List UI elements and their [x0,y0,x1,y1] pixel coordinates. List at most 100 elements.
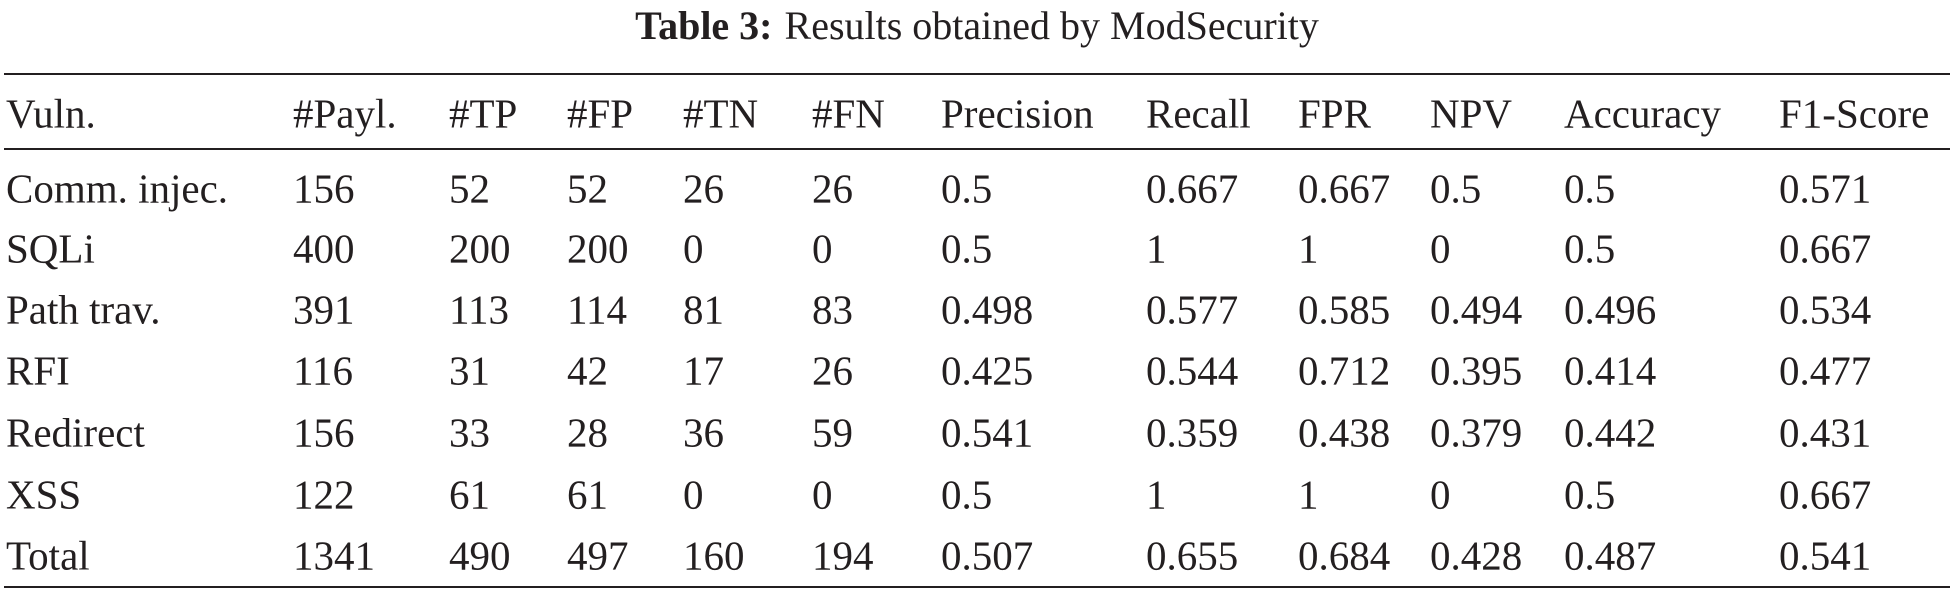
row-label: Path trav. [6,286,161,333]
table-cell: 0.667 [1779,225,1872,272]
table-cell: 26 [812,165,853,212]
table-cell: 0.487 [1564,532,1657,579]
table-cell: 113 [449,286,509,333]
table-cell: 1341 [293,532,375,579]
table-cell: 36 [683,409,724,456]
table-cell: 33 [449,409,490,456]
table-cell: 0.667 [1779,471,1872,518]
bottom-rule [4,586,1950,588]
table-cell: 391 [293,286,355,333]
table-cell: 81 [683,286,724,333]
table-cell: 0 [1430,225,1451,272]
table-cell: 1 [1146,225,1167,272]
header-cell: #FN [812,90,885,137]
table-cell: 61 [449,471,490,518]
table-cell: 0.5 [1564,165,1616,212]
table-cell: 1 [1146,471,1167,518]
table-cell: 0 [683,471,704,518]
header-cell: Vuln. [6,90,96,137]
table-cell: 59 [812,409,853,456]
table-cell: 0.534 [1779,286,1872,333]
table-cell: 83 [812,286,853,333]
table-cell: 0.477 [1779,347,1872,394]
table-cell: 400 [293,225,355,272]
table-cell: 122 [293,471,355,518]
table-cell: 0.541 [941,409,1034,456]
header-cell: #TN [683,90,759,137]
row-label: Comm. injec. [6,165,229,212]
table-cell: 31 [449,347,490,394]
table-cell: 0.428 [1430,532,1523,579]
table-cell: 497 [567,532,629,579]
header-rule [4,148,1950,150]
table-cell: 0.684 [1298,532,1391,579]
table-cell: 0.5 [941,225,993,272]
table-cell: 0.494 [1430,286,1523,333]
table-cell: 0.379 [1430,409,1523,456]
table-cell: 0 [812,471,833,518]
table-cell: 194 [812,532,874,579]
table-cell: 0.712 [1298,347,1391,394]
row-label: Total [6,532,90,579]
table-cell: 0.577 [1146,286,1239,333]
table-cell: 0.498 [941,286,1034,333]
row-label: RFI [6,347,70,394]
table-cell: 0.414 [1564,347,1657,394]
table-cell: 0.442 [1564,409,1657,456]
table-cell: 52 [567,165,608,212]
table-cell: 160 [683,532,745,579]
row-label: Redirect [6,409,145,456]
table-cell: 116 [293,347,353,394]
table-cell: 26 [683,165,724,212]
table-cell: 0.5 [941,471,993,518]
table-cell: 0.5 [1430,165,1482,212]
table-cell: 0.5 [1564,471,1616,518]
table-cell: 0.5 [941,165,993,212]
table-cell: 0.507 [941,532,1034,579]
table-cell: 0.5 [1564,225,1616,272]
table-cell: 1 [1298,225,1319,272]
header-cell: #Payl. [293,90,397,137]
table-cell: 61 [567,471,608,518]
table-cell: 0.395 [1430,347,1523,394]
row-label: XSS [6,471,82,518]
table-cell: 17 [683,347,724,394]
table-cell: 42 [567,347,608,394]
table-cell: 0 [812,225,833,272]
table-cell: 26 [812,347,853,394]
table-cell: 0 [683,225,704,272]
table-cell: 156 [293,409,355,456]
caption-text: Results obtained by ModSecurity [784,3,1319,48]
header-cell: NPV [1430,90,1513,137]
table-caption: Table 3: Results obtained by ModSecurity [0,4,1954,48]
table-cell: 0.667 [1298,165,1391,212]
table-cell: 52 [449,165,490,212]
header-cell: #FP [567,90,634,137]
table-cell: 0.438 [1298,409,1391,456]
table-cell: 200 [449,225,511,272]
table-cell: 0 [1430,471,1451,518]
table-cell: 0.544 [1146,347,1239,394]
table-cell: 0.425 [941,347,1034,394]
table-cell: 0.541 [1779,532,1872,579]
table-cell: 200 [567,225,629,272]
table-cell: 114 [567,286,627,333]
table-cell: 0.655 [1146,532,1239,579]
table-cell: 0.585 [1298,286,1391,333]
table-cell: 1 [1298,471,1319,518]
table-cell: 28 [567,409,608,456]
row-label: SQLi [6,225,95,272]
table-cell: 0.667 [1146,165,1239,212]
header-cell: F1-Score [1779,90,1930,137]
header-cell: Precision [941,90,1094,137]
header-cell: #TP [449,90,518,137]
header-cell: Recall [1146,90,1251,137]
table-cell: 0.571 [1779,165,1872,212]
header-cell: FPR [1298,90,1371,137]
caption-label: Table 3: [635,3,773,48]
table-cell: 0.496 [1564,286,1657,333]
table-cell: 0.431 [1779,409,1872,456]
table-cell: 156 [293,165,355,212]
table-cell: 0.359 [1146,409,1239,456]
